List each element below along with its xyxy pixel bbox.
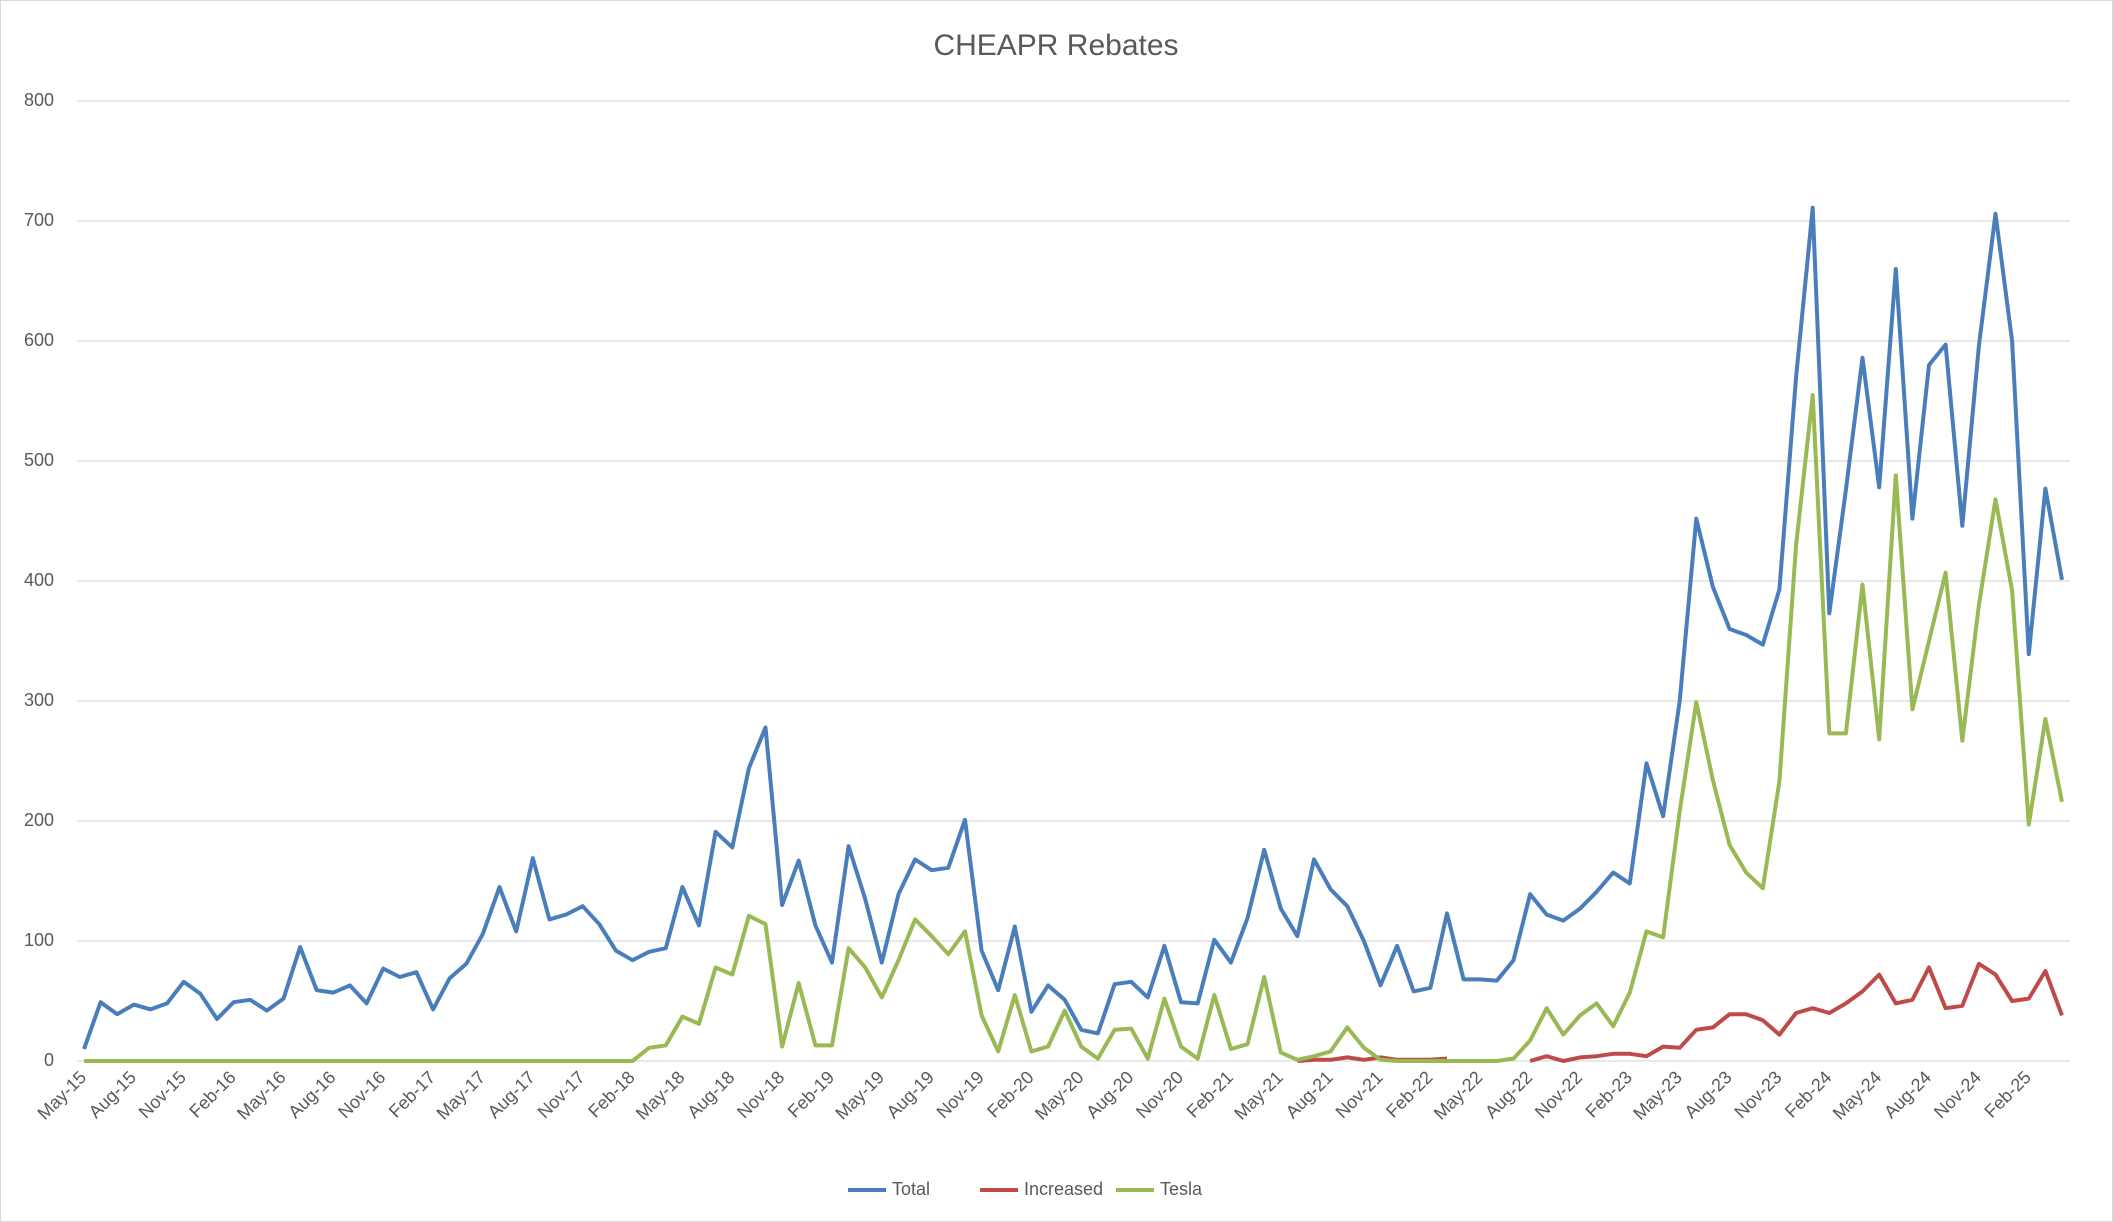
y-tick-label: 100 xyxy=(24,930,54,950)
y-tick-label: 500 xyxy=(24,450,54,470)
y-tick-label: 400 xyxy=(24,570,54,590)
legend-label: Increased xyxy=(1024,1179,1103,1199)
chart-title: CHEAPR Rebates xyxy=(933,29,1178,62)
legend-label: Tesla xyxy=(1160,1179,1203,1199)
legend-label: Total xyxy=(892,1179,930,1199)
y-tick-label: 200 xyxy=(24,810,54,830)
series-line xyxy=(84,393,2064,1063)
y-tick-label: 700 xyxy=(24,210,54,230)
y-tick-label: 600 xyxy=(24,330,54,350)
y-tick-label: 0 xyxy=(44,1050,54,1070)
y-tick-label: 800 xyxy=(24,90,54,110)
y-tick-label: 300 xyxy=(24,690,54,710)
series-line xyxy=(82,205,2064,1050)
